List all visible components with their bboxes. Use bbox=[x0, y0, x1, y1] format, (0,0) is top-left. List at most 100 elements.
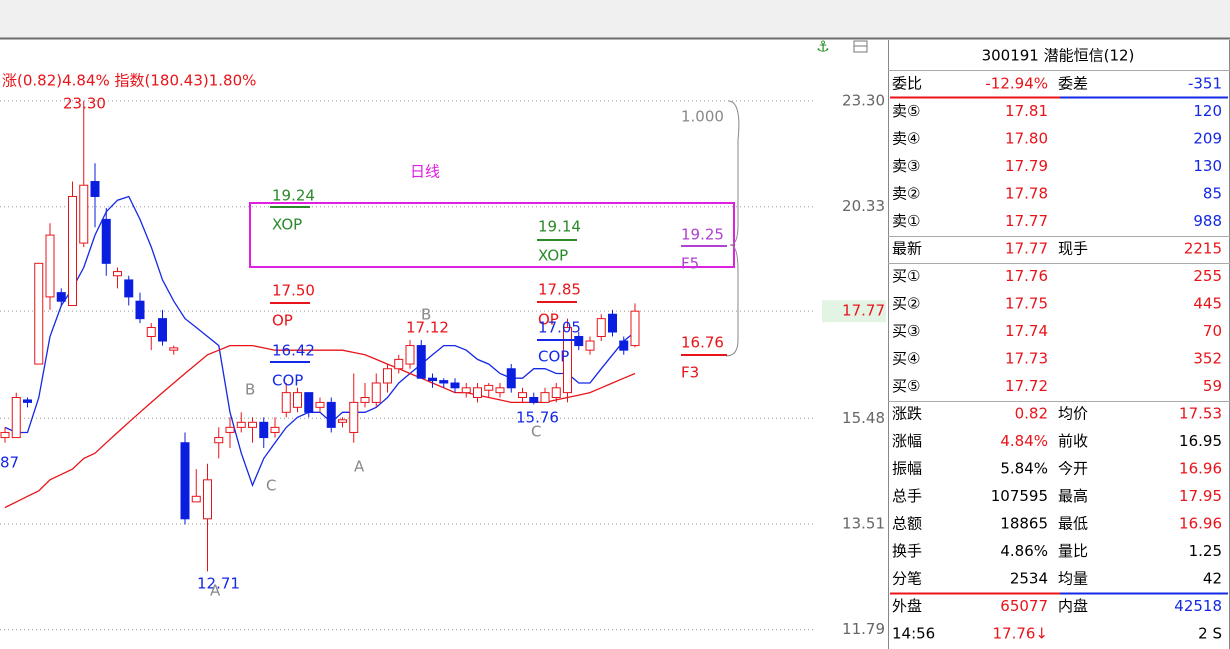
candle-body bbox=[293, 392, 302, 408]
annotation: XOP bbox=[272, 216, 302, 234]
quote-value: 16.96 bbox=[1179, 515, 1222, 533]
candle-body bbox=[11, 397, 21, 439]
annotation: 17.85 bbox=[538, 281, 581, 299]
annotation: F3 bbox=[681, 364, 699, 382]
quote-label: 今开 bbox=[1058, 460, 1088, 478]
annotation: 15.76 bbox=[516, 409, 559, 427]
quote-value: 17.95 bbox=[1179, 487, 1222, 505]
annotation: OP bbox=[538, 311, 559, 329]
candle-body bbox=[585, 340, 595, 351]
candle-body bbox=[383, 368, 392, 384]
quote-value: 17.75 bbox=[1005, 295, 1048, 313]
quote-label: 涨幅 bbox=[892, 432, 922, 450]
candle-body bbox=[619, 340, 629, 351]
quote-label: 14:56 bbox=[892, 625, 935, 643]
candle-body bbox=[428, 377, 437, 382]
candle-body bbox=[349, 401, 359, 433]
candle-body bbox=[281, 392, 291, 413]
y-tick-label: 13.51 bbox=[842, 514, 885, 532]
quote-value: 209 bbox=[1193, 130, 1222, 148]
chart-title: 涨(0.82)4.84% 指数(180.43)1.80% bbox=[2, 72, 256, 90]
annotation: 16.42 bbox=[272, 342, 315, 360]
candle-body bbox=[124, 279, 134, 298]
quote-value: -12.94% bbox=[985, 75, 1048, 93]
quote-value: 445 bbox=[1193, 295, 1222, 313]
candle-body bbox=[0, 431, 10, 439]
quote-value: 17.53 bbox=[1179, 405, 1222, 423]
candle-body bbox=[304, 392, 314, 413]
quote-value: 17.76 bbox=[1005, 267, 1048, 285]
quote-label: 总手 bbox=[892, 487, 922, 505]
quote-title: 300191 潜能恒信(12) bbox=[982, 47, 1135, 65]
quote-label: 最低 bbox=[1058, 515, 1088, 533]
top-bar bbox=[0, 0, 1230, 38]
quote-label: 卖② bbox=[892, 185, 920, 203]
candle-body bbox=[180, 442, 190, 520]
quote-label: 均量 bbox=[1058, 570, 1088, 588]
annotation: 12.71 bbox=[197, 575, 240, 593]
quote-value: 255 bbox=[1193, 267, 1222, 285]
candle-body bbox=[529, 397, 539, 403]
fib-bracket bbox=[725, 100, 740, 357]
candle-body bbox=[248, 421, 257, 428]
annotation: 23.30 bbox=[63, 95, 106, 113]
candle-body bbox=[214, 437, 224, 444]
candle-body bbox=[484, 384, 494, 391]
annotation: COP bbox=[538, 348, 569, 366]
candle-body bbox=[630, 310, 640, 347]
quote-label: 总额 bbox=[892, 515, 922, 533]
quote-value: 18865 bbox=[1000, 515, 1048, 533]
candle-body bbox=[371, 382, 381, 403]
quote-value: 17.73 bbox=[1005, 350, 1048, 368]
quote-label: 买① bbox=[892, 267, 920, 285]
quote-label: 委差 bbox=[1058, 75, 1088, 93]
quote-value: -351 bbox=[1188, 75, 1222, 93]
quote-value: 130 bbox=[1193, 157, 1222, 175]
quote-value: 17.76↓ bbox=[992, 625, 1048, 643]
candle-body bbox=[473, 387, 482, 399]
anchor-icon[interactable]: ⚓ bbox=[816, 38, 829, 56]
quote-value: 17.77 bbox=[1005, 240, 1048, 258]
quote-value: 17.77 bbox=[1005, 212, 1048, 230]
quote-value: 352 bbox=[1193, 350, 1222, 368]
quote-value: 2 S bbox=[1198, 625, 1222, 643]
quote-label: 前收 bbox=[1058, 432, 1088, 450]
quote-label: 买⑤ bbox=[892, 377, 920, 395]
annotation: A bbox=[354, 458, 365, 476]
annotation: 87 bbox=[0, 454, 19, 472]
candle-body bbox=[68, 195, 77, 307]
quote-label: 委比 bbox=[892, 75, 922, 93]
quote-value: 17.78 bbox=[1005, 185, 1048, 203]
quote-value: 2215 bbox=[1184, 240, 1222, 258]
annotation: A bbox=[210, 582, 221, 600]
candle-body bbox=[79, 184, 89, 244]
candle-body bbox=[461, 387, 471, 394]
candle-body bbox=[608, 313, 617, 333]
quote-label: 内盘 bbox=[1058, 597, 1088, 615]
annotation: B bbox=[421, 306, 431, 324]
quote-label: 换手 bbox=[892, 542, 922, 560]
candle-body bbox=[315, 401, 325, 408]
y-tick-label: 11.79 bbox=[842, 620, 885, 638]
candle-body bbox=[405, 345, 415, 365]
quote-label: 最高 bbox=[1058, 487, 1088, 505]
y-tick-label: 23.30 bbox=[842, 91, 885, 109]
quote-label: 均价 bbox=[1058, 405, 1088, 423]
candle-body bbox=[169, 347, 179, 351]
candle-body bbox=[135, 300, 145, 320]
quote-label: 分笔 bbox=[892, 570, 922, 588]
quote-label: 卖⑤ bbox=[892, 102, 920, 120]
annotation: 日线 bbox=[410, 163, 440, 181]
xop-box bbox=[249, 202, 735, 268]
candle-body bbox=[23, 399, 32, 403]
quote-label: 量比 bbox=[1058, 542, 1088, 560]
candle-body bbox=[56, 292, 66, 302]
quote-label: 振幅 bbox=[892, 460, 922, 478]
quote-value: 16.95 bbox=[1179, 432, 1222, 450]
annotation: 16.76 bbox=[681, 334, 724, 352]
candle-body bbox=[113, 271, 122, 277]
annotation: F5 bbox=[681, 255, 699, 273]
ma-line bbox=[4, 195, 636, 488]
